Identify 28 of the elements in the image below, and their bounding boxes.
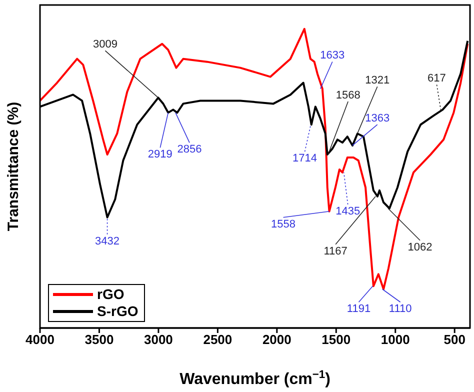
x-tick-label: 2000	[262, 332, 292, 348]
x-tick-label: 3500	[84, 332, 114, 348]
annotation: 2856	[177, 144, 202, 156]
annotation: 3432	[95, 235, 120, 248]
annotation: 1558	[271, 218, 296, 230]
x-tick-label: 3000	[144, 332, 173, 348]
annotation: 1435	[336, 205, 360, 218]
x-tick-label: 1500	[322, 332, 351, 348]
annotation: 1321	[365, 74, 390, 87]
annotation: 617	[428, 72, 446, 85]
annotation: 1568	[336, 90, 360, 102]
annotation: 1714	[292, 152, 318, 165]
annotation: 1110	[388, 303, 412, 316]
legend-label: rGO	[97, 286, 124, 303]
x-tick-label: 500	[444, 332, 466, 348]
legend-label: S-rGO	[97, 303, 138, 320]
x-tick-label: 2500	[203, 332, 232, 348]
x-axis-title: Wavenumber (cm$^{−1}$)	[180, 369, 330, 388]
annotation: 1363	[365, 112, 390, 125]
annotation: 1062	[408, 241, 432, 254]
annotation: 1633	[320, 50, 345, 62]
y-axis-title: Transmittance (%)	[5, 102, 22, 232]
annotation: 1167	[324, 245, 348, 258]
annotation: 1191	[346, 303, 371, 316]
x-tick-label: 1000	[380, 332, 410, 348]
annotation: 2919	[148, 148, 172, 161]
annotation: 3009	[92, 38, 118, 51]
x-tick-label: 4000	[26, 332, 54, 348]
